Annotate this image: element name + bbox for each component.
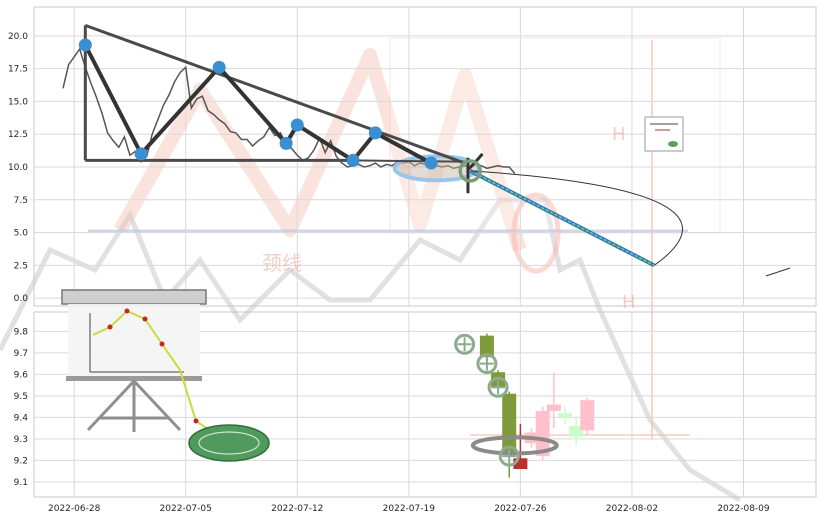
crosshair-marker — [498, 445, 520, 467]
price-panel — [62, 23, 791, 277]
x-tick-label: 2022-07-26 — [494, 504, 547, 514]
watermark-neckline-text: 颈线 — [262, 251, 302, 275]
pivot-point-marker — [290, 118, 304, 132]
watermark-h-letter: H — [612, 124, 626, 145]
target-arc — [470, 170, 684, 266]
green-coin-icon — [188, 424, 270, 462]
y-tick-label: 2.5 — [14, 261, 28, 271]
board-data-point — [142, 316, 148, 322]
candle-body — [558, 413, 573, 418]
y-tick-label: 20.0 — [8, 32, 28, 42]
y-tick-label: 17.5 — [8, 65, 28, 75]
candle-body — [502, 393, 517, 454]
candle-body — [535, 410, 550, 457]
background-gray-zigzag — [0, 197, 742, 503]
pivot-point-marker — [279, 136, 293, 150]
pivot-point-marker — [424, 156, 438, 170]
watermark-h-letter: H — [622, 292, 636, 313]
mini-legend-box — [644, 116, 684, 152]
x-tick-label: 2022-08-02 — [606, 504, 658, 514]
candle-body — [479, 335, 494, 358]
candle-body — [569, 426, 584, 437]
pivot-point-marker — [346, 153, 360, 167]
target-projection-highlight — [469, 170, 655, 266]
watermark-layer: 颈线 H H — [262, 124, 636, 313]
price-panel-frame — [33, 6, 817, 307]
pivot-point-marker — [78, 38, 92, 52]
board-data-point — [107, 324, 113, 330]
y-tick-label: 9.7 — [14, 349, 28, 359]
x-tick-label: 2022-07-12 — [271, 504, 323, 514]
mini-legend-marker — [668, 141, 678, 147]
y-tick-label: 0.0 — [14, 294, 29, 304]
pivot-point-marker — [212, 60, 226, 74]
y-tick-label: 12.5 — [8, 130, 28, 140]
crosshair-marker — [487, 376, 509, 398]
y-tick-label: 9.3 — [14, 435, 28, 445]
green-coin-inner-ring — [198, 431, 260, 455]
candle-highlight-oval — [470, 435, 559, 456]
y-tick-label: 10.0 — [8, 163, 28, 173]
x-tick-label: 2022-08-09 — [717, 504, 770, 514]
pivot-point-marker — [134, 147, 148, 161]
board-top-rail — [61, 289, 207, 305]
target-end-tick — [765, 267, 791, 277]
candle-body — [513, 458, 528, 470]
y-tick-label: 9.2 — [14, 456, 28, 466]
board-data-point — [193, 418, 199, 424]
y-tick-label: 9.5 — [14, 392, 28, 402]
crosshair-marker-cross — [502, 449, 517, 464]
decorative-overlay — [61, 289, 270, 462]
candle-body — [580, 400, 595, 431]
y-tick-label: 5.0 — [14, 229, 29, 239]
pivot-point-marker — [368, 126, 382, 140]
board-axes — [89, 313, 184, 373]
y-tick-label: 9.1 — [14, 478, 28, 488]
x-tick-label: 2022-07-19 — [383, 504, 436, 514]
candle-body — [546, 404, 561, 411]
y-tick-label: 15.0 — [8, 97, 28, 107]
y-tick-label: 9.4 — [14, 413, 29, 423]
board-data-point — [124, 308, 130, 314]
breakout-ring — [458, 159, 482, 183]
board-easel-legs — [86, 379, 182, 432]
y-tick-label: 9.8 — [14, 327, 29, 337]
board-bottom-rail — [66, 376, 202, 381]
support-line — [353, 159, 471, 163]
candle-panel-frame — [33, 311, 817, 498]
crosshair-marker — [476, 353, 498, 375]
candle-panel — [454, 333, 595, 478]
x-tick-label: 2022-07-05 — [160, 504, 212, 514]
crosshair-marker-cross — [491, 380, 506, 395]
x-tick-label: 2022-06-28 — [48, 504, 101, 514]
board-data-point — [159, 341, 165, 347]
price-panel-grid — [33, 6, 817, 307]
y-tick-label: 9.6 — [14, 370, 29, 380]
upper-trendline — [84, 23, 466, 165]
crosshair-marker — [454, 333, 476, 355]
axis-labels: 2022-06-28 2022-07-05 2022-07-12 2022-07-19… — [8, 32, 770, 514]
y-tick-label: 7.5 — [14, 196, 28, 206]
crosshair-marker-cross — [479, 356, 494, 371]
crosshair-marker-cross — [457, 337, 472, 352]
background-layer — [0, 37, 742, 503]
